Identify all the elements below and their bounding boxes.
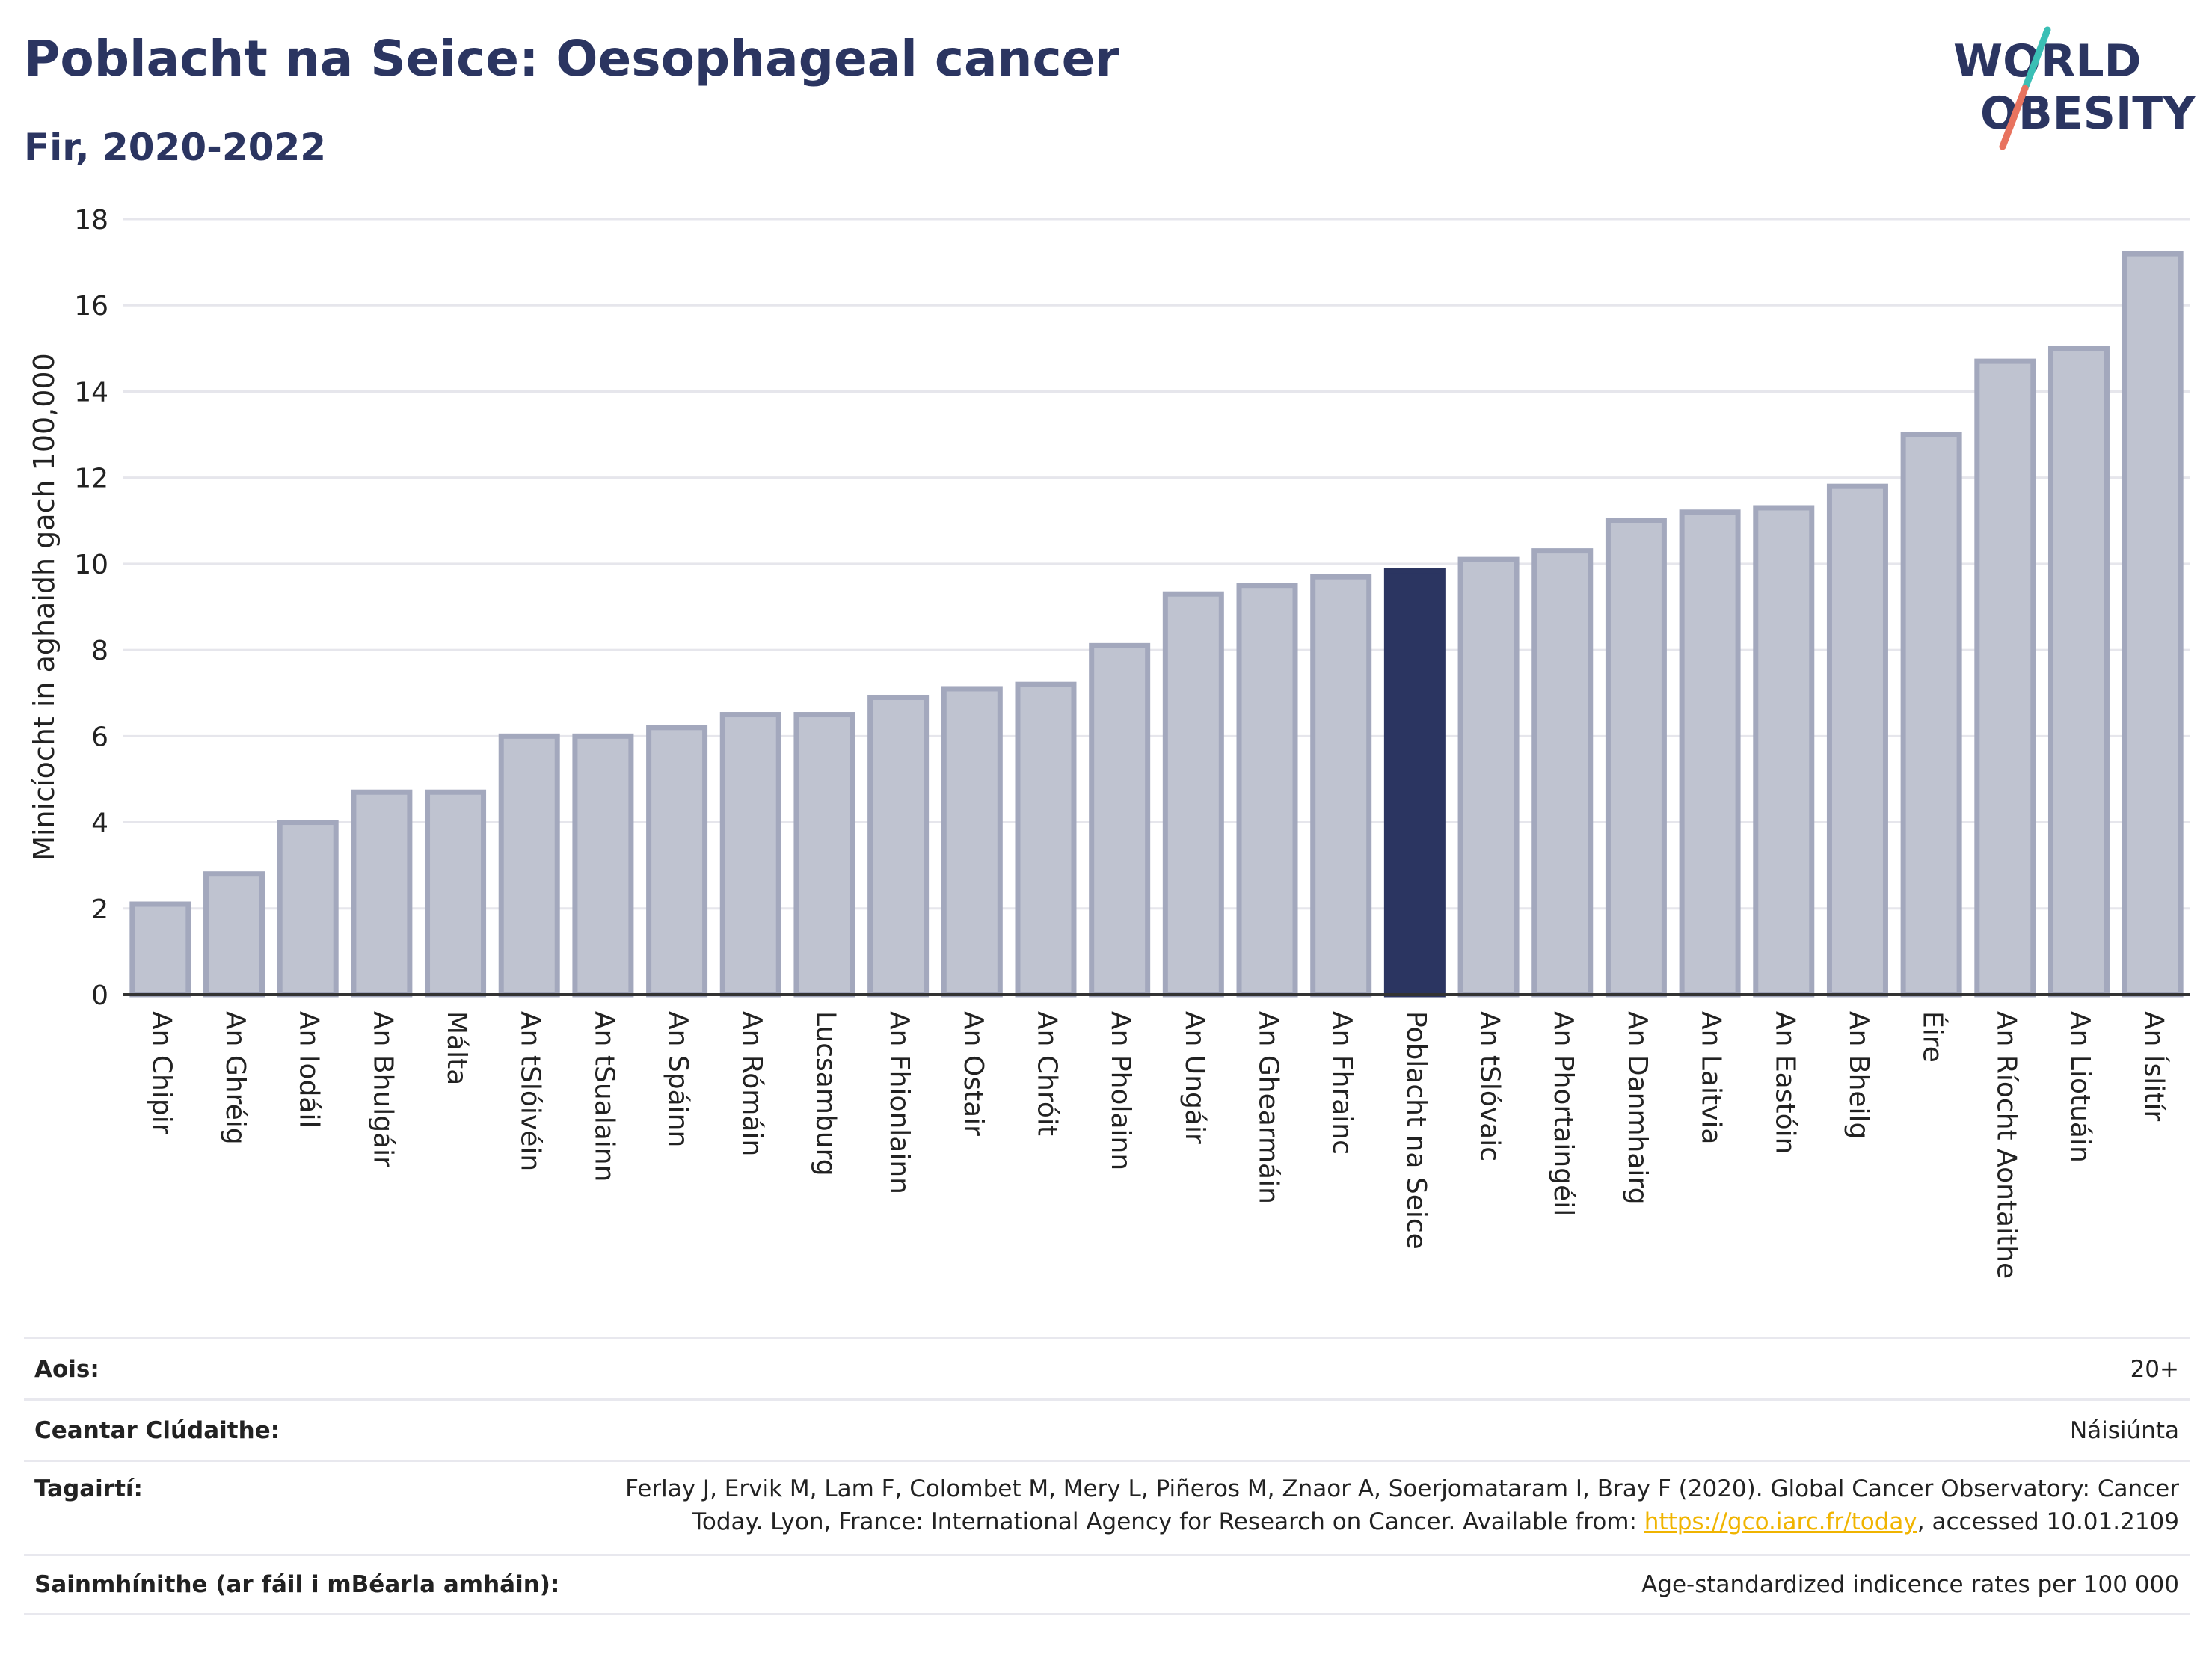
coverage-label: Ceantar Clúdaithe: xyxy=(34,1416,280,1444)
info-row-references: Tagairtí: Ferlay J, Ervik M, Lam F, Colo… xyxy=(24,1460,2190,1554)
bar xyxy=(1162,591,1224,998)
x-tick-label: An Iodáil xyxy=(294,1011,325,1128)
y-tick-label: 10 xyxy=(74,550,108,580)
bar-highlighted xyxy=(1383,568,1446,998)
logo-slash-coral xyxy=(1999,85,2029,150)
info-row-age: Aois: 20+ xyxy=(24,1337,2190,1398)
bar xyxy=(1310,574,1372,998)
references-text-3: , accessed 10.01.2109 xyxy=(1917,1508,2179,1535)
x-tick-label: An Laitvia xyxy=(1696,1011,1727,1145)
logo-slash-teal xyxy=(2021,26,2051,92)
info-table: Aois: 20+ Ceantar Clúdaithe: Náisiúnta T… xyxy=(24,1337,2190,1615)
bar xyxy=(277,820,339,998)
x-tick-label: An Fhionlainn xyxy=(884,1011,915,1194)
x-tick-label: An Spáinn xyxy=(663,1011,693,1147)
x-tick-label: An Pholainn xyxy=(1105,1011,1136,1170)
y-tick-label: 16 xyxy=(74,291,108,322)
references-text-2: Today. Lyon, France: International Agenc… xyxy=(692,1508,1644,1535)
y-tick-label: 14 xyxy=(74,377,108,408)
x-tick-label: An tSlóvaic xyxy=(1475,1011,1505,1161)
definitions-value: Age-standardized indicence rates per 100… xyxy=(1641,1571,2179,1598)
x-tick-label: Málta xyxy=(441,1011,472,1085)
x-tick-label: An Ghréig xyxy=(220,1011,251,1145)
references-link[interactable]: https://gco.iarc.fr/today xyxy=(1644,1508,1917,1535)
page-title: Poblacht na Seice: Oesophageal cancer xyxy=(24,30,1119,87)
y-tick-label: 12 xyxy=(74,464,108,494)
x-tick-label: An Eastóin xyxy=(1769,1011,1800,1154)
bar xyxy=(793,712,855,998)
y-tick-label: 8 xyxy=(91,636,108,666)
bar xyxy=(572,733,634,998)
page-subtitle: Fir, 2020-2022 xyxy=(24,126,327,169)
x-tick-label: An Bhulgáir xyxy=(367,1011,398,1167)
bar xyxy=(1605,518,1667,998)
x-tick-label: An Íslitír xyxy=(2139,1011,2170,1121)
x-tick-label: An Chróit xyxy=(1031,1011,1062,1136)
x-tick-label: An Fhrainc xyxy=(1327,1011,1357,1155)
x-tick-label: An Danmhairg xyxy=(1622,1011,1653,1204)
bar xyxy=(129,901,191,998)
bar xyxy=(1826,483,1888,998)
age-label: Aois: xyxy=(34,1355,99,1383)
bar xyxy=(2047,346,2110,998)
x-tick-label: An Bheilg xyxy=(1843,1011,1874,1139)
bar xyxy=(1457,556,1520,998)
y-axis-label: Minicíocht in aghaidh gach 100,000 xyxy=(28,353,61,861)
bar xyxy=(646,725,708,998)
y-tick-label: 18 xyxy=(74,205,108,236)
references-label: Tagairtí: xyxy=(34,1476,143,1502)
bar xyxy=(1974,358,2036,998)
world-obesity-logo: WORLD OBESITY xyxy=(1953,26,2196,150)
x-tick-label: An tSlóivéin xyxy=(515,1011,546,1171)
x-tick-label: An Phortaingéil xyxy=(1548,1011,1579,1216)
bar xyxy=(1900,432,1962,998)
x-tick-label: An Rómáin xyxy=(737,1011,767,1156)
bar xyxy=(2122,251,2184,998)
x-tick-label: An Liotuáin xyxy=(2065,1011,2095,1163)
bar xyxy=(1753,505,1815,998)
x-tick-label: Éire xyxy=(1917,1011,1949,1063)
y-tick-label: 4 xyxy=(91,808,108,839)
y-tick-label: 2 xyxy=(91,894,108,925)
bar xyxy=(1679,509,1741,998)
x-tick-label: An Chipir xyxy=(146,1011,176,1134)
references-value: Ferlay J, Ervik M, Lam F, Colombet M, Me… xyxy=(625,1473,2179,1538)
y-tick-label: 0 xyxy=(91,980,108,1011)
bar xyxy=(498,733,560,998)
info-row-definitions: Sainmhínithe (ar fáil i mBéarla amháin):… xyxy=(24,1554,2190,1615)
y-tick-label: 6 xyxy=(91,722,108,752)
bar xyxy=(1089,642,1151,998)
age-value: 20+ xyxy=(2130,1355,2179,1383)
bar xyxy=(719,712,781,998)
x-tick-label: Lucsamburg xyxy=(810,1011,841,1176)
references-text-1: Ferlay J, Ervik M, Lam F, Colombet M, Me… xyxy=(625,1476,2179,1502)
x-tick-label: An Ghearmáin xyxy=(1253,1011,1284,1204)
bar xyxy=(1531,548,1594,998)
bar xyxy=(351,789,413,998)
bar xyxy=(867,694,930,998)
definitions-label: Sainmhínithe (ar fáil i mBéarla amháin): xyxy=(34,1571,560,1598)
x-tick-label: An Ríocht Aontaithe xyxy=(1991,1011,2021,1279)
bar-chart: 0 2 4 6 8 10 12 14 16 18 Minicíocht in aghaidh gac… xyxy=(28,205,2190,1279)
logo-world-text: WORLD xyxy=(1953,35,2141,87)
x-tick-label: An Ostair xyxy=(958,1011,989,1136)
x-tick-label: An Ungáir xyxy=(1179,1011,1210,1144)
bar xyxy=(1015,681,1077,998)
coverage-value: Náisiúnta xyxy=(2069,1416,2179,1444)
x-tick-label: An tSualainn xyxy=(589,1011,619,1182)
bar xyxy=(1236,583,1298,998)
bar xyxy=(425,789,487,998)
bar xyxy=(941,686,1003,998)
x-tick-label: Poblacht na Seice xyxy=(1401,1011,1431,1250)
info-row-coverage: Ceantar Clúdaithe: Náisiúnta xyxy=(24,1398,2190,1460)
bar xyxy=(203,871,265,998)
